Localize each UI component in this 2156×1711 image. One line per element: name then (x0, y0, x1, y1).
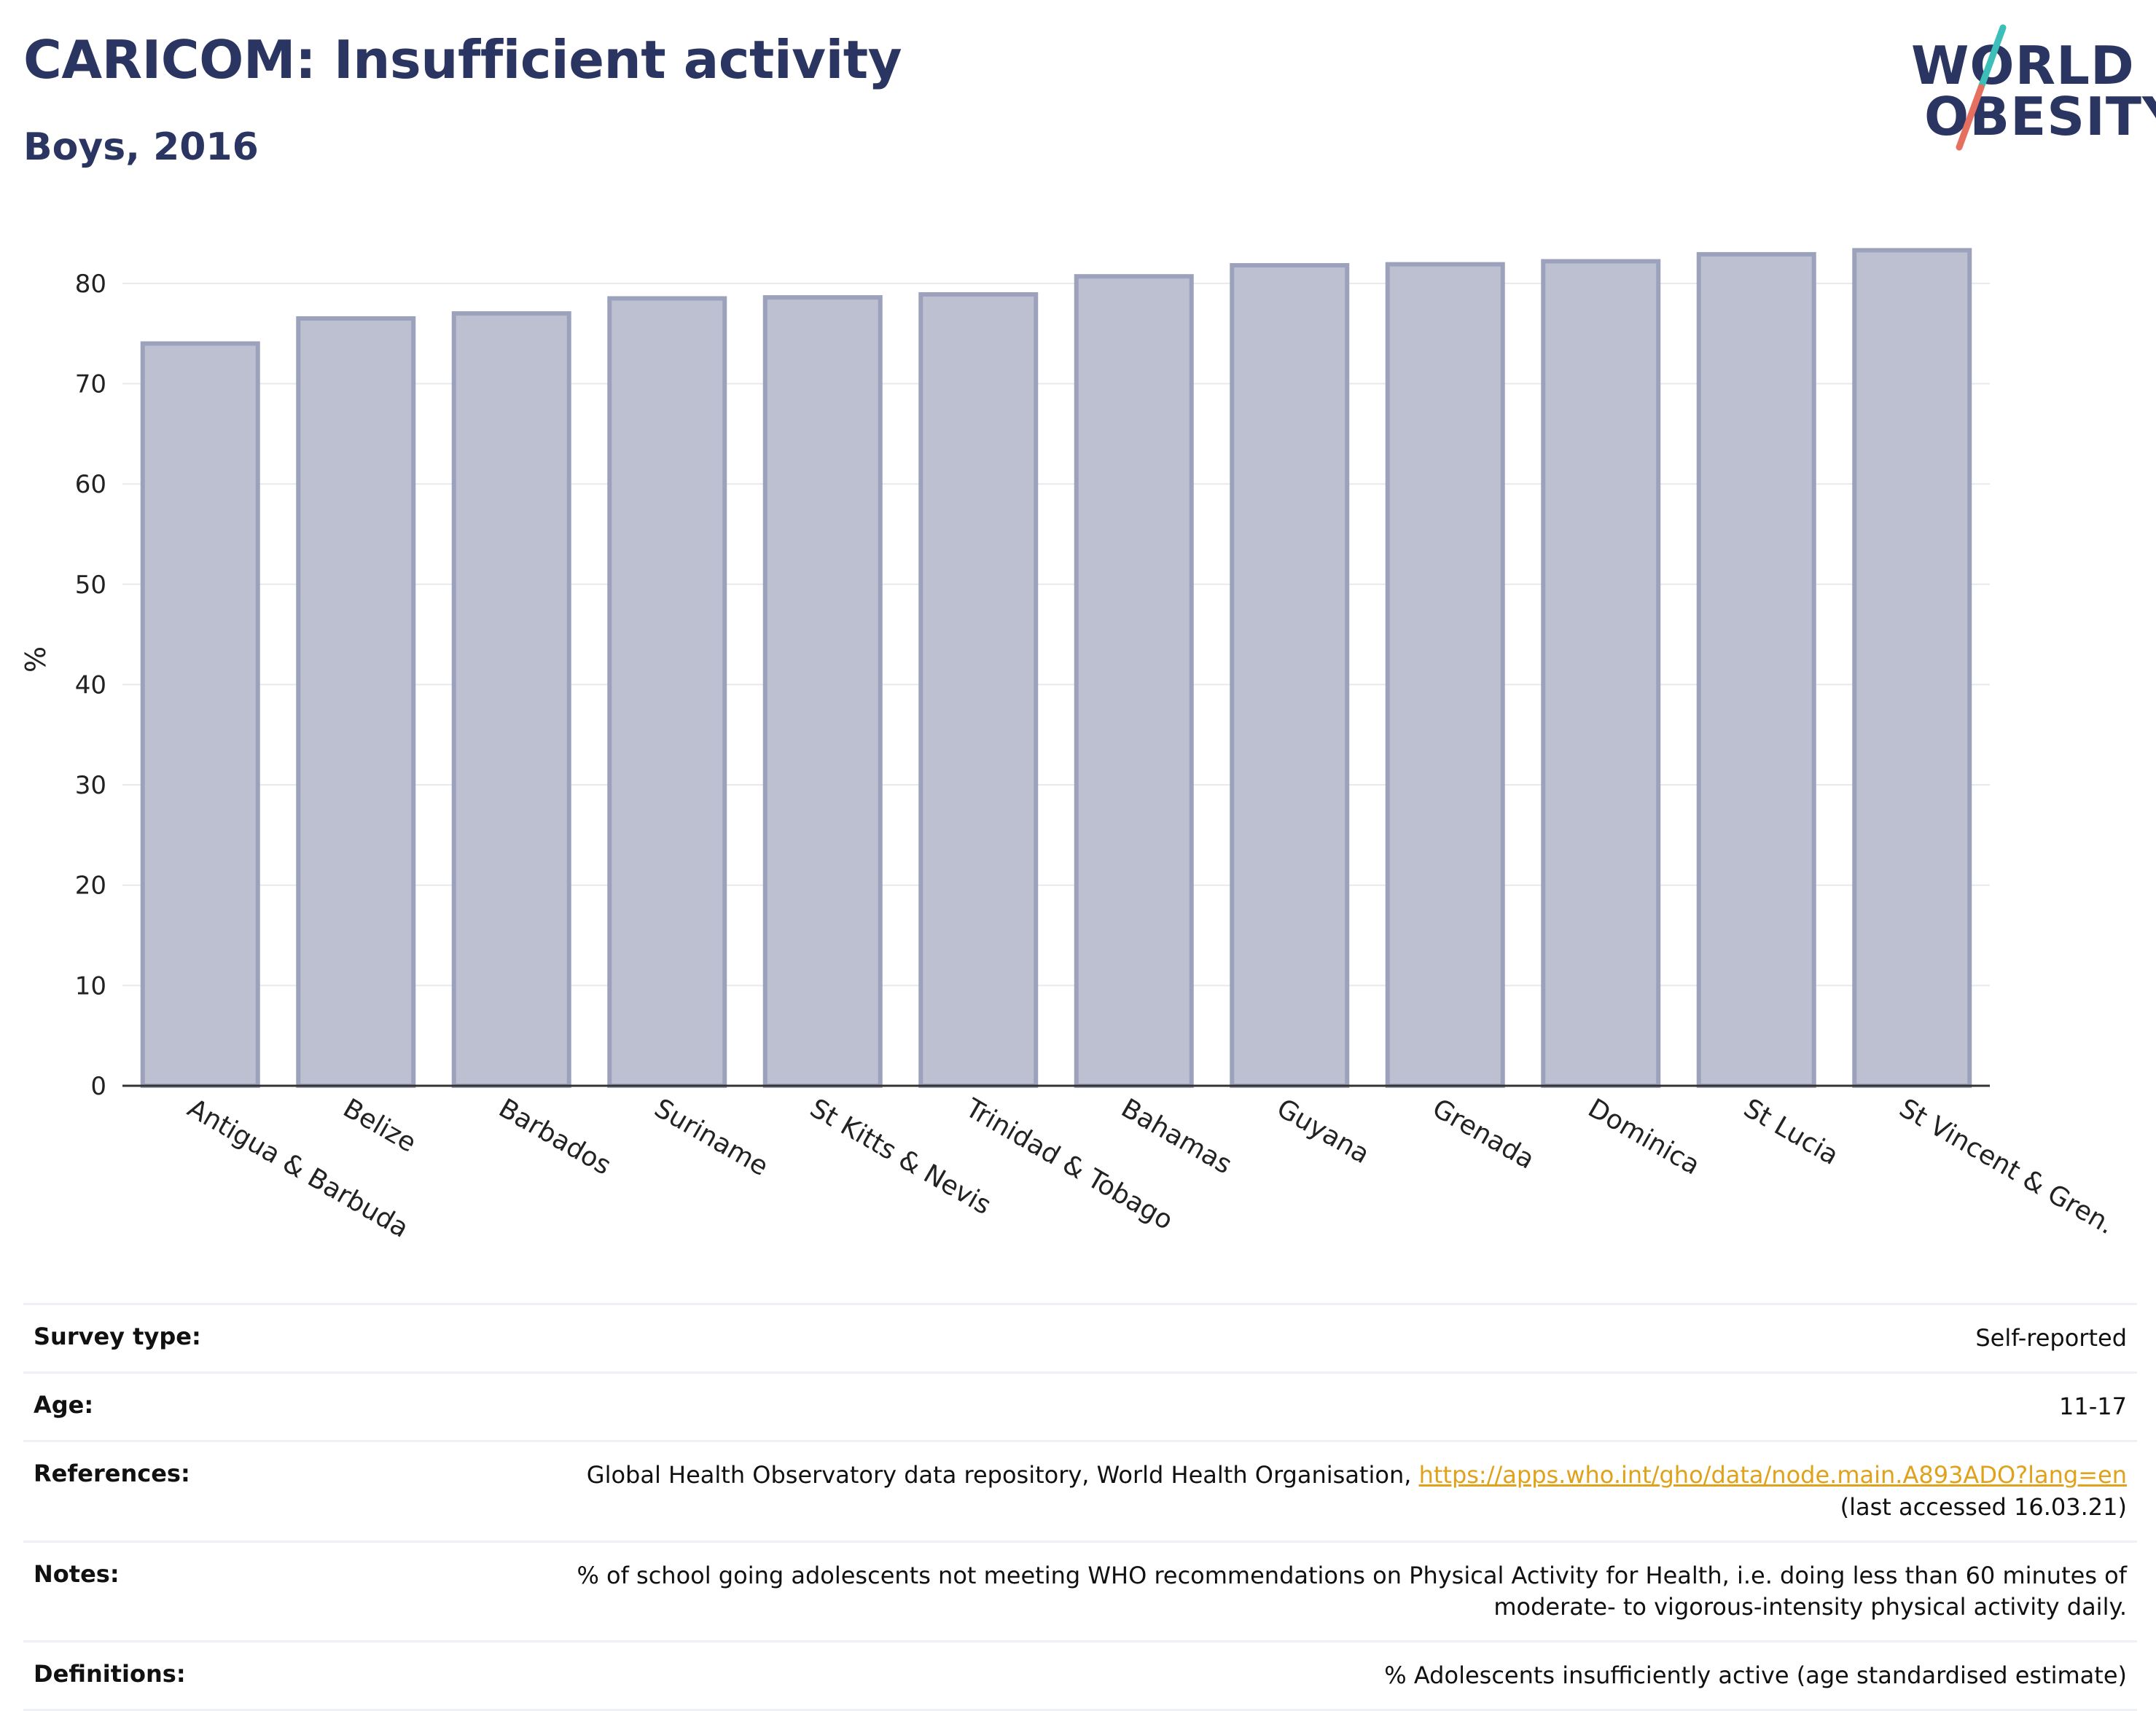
definitions-label: Definitions: (34, 1660, 186, 1688)
notes-value: % of school going adolescents not meetin… (577, 1560, 2127, 1623)
bar (918, 291, 1039, 1088)
x-tick-label: Suriname (649, 1093, 773, 1182)
x-tick-label: Dominica (1583, 1093, 1705, 1181)
survey-type-value: Self-reported (1975, 1324, 2127, 1352)
y-tick-label: 70 (75, 369, 106, 399)
bar (1074, 274, 1194, 1088)
y-tick-label: 30 (75, 771, 106, 800)
notes-line-2: moderate- to vigorous-intensity physical… (1493, 1592, 2127, 1621)
references-label: References: (34, 1460, 190, 1488)
y-tick-label: 20 (75, 872, 106, 901)
bar (762, 295, 883, 1088)
references-link[interactable]: https://apps.who.int/gho/data/node.main.… (1418, 1461, 2127, 1489)
bar (1852, 248, 1972, 1088)
bar (1696, 251, 1816, 1088)
x-tick-label: Barbados (493, 1093, 616, 1181)
x-tick-label: St Lucia (1738, 1093, 1843, 1171)
bar (1541, 259, 1661, 1089)
page-title: CARICOM: Insufficient activity (23, 29, 902, 90)
references-text: Global Health Observatory data repositor… (586, 1461, 1419, 1489)
survey-type-label: Survey type: (34, 1323, 201, 1350)
bar (451, 311, 571, 1088)
y-tick-label: 60 (75, 470, 106, 499)
x-tick-label: St Vincent & Gren. (1894, 1093, 2120, 1240)
bar (140, 341, 260, 1089)
age-value: 11-17 (2059, 1393, 2127, 1421)
world-obesity-logo: WORLD OBESITY (1895, 22, 2156, 160)
x-tick-label: Belize (338, 1093, 421, 1158)
meta-row-age: Age: 11-17 (23, 1371, 2137, 1440)
x-tick-label: Bahamas (1116, 1093, 1237, 1180)
meta-row-survey-type: Survey type: Self-reported (23, 1303, 2137, 1371)
logo-slash-icon (1956, 24, 2007, 151)
definitions-value: % Adolescents insufficiently active (age… (1384, 1661, 2127, 1690)
y-tick-label: 10 (75, 971, 106, 1001)
page-subtitle: Boys, 2016 (23, 125, 259, 169)
notes-label: Notes: (34, 1559, 120, 1588)
bar (296, 316, 416, 1088)
bar (1230, 263, 1350, 1088)
references-suffix: (last accessed 16.03.21) (1840, 1492, 2127, 1521)
x-tick-label: Grenada (1427, 1093, 1539, 1175)
bar (1385, 262, 1505, 1089)
y-tick-label: 50 (75, 571, 106, 600)
age-label: Age: (34, 1391, 94, 1420)
y-tick-label: 40 (75, 670, 106, 700)
y-axis-label: % (20, 646, 52, 673)
y-tick-label: 80 (75, 270, 106, 299)
notes-line-1: % of school going adolescents not meetin… (577, 1561, 2127, 1589)
references-value: Global Health Observatory data repositor… (587, 1460, 2127, 1522)
y-tick-label: 0 (90, 1072, 106, 1101)
x-tick-label: Guyana (1272, 1093, 1375, 1170)
meta-row-references: References: Global Health Observatory da… (23, 1440, 2137, 1540)
meta-row-definitions: Definitions: % Adolescents insufficientl… (23, 1640, 2137, 1711)
logo-line-1: WORLD (1911, 35, 2135, 96)
metadata-table: Survey type: Self-reported Age: 11-17 Re… (23, 1303, 2137, 1711)
meta-row-notes: Notes: % of school going adolescents not… (23, 1540, 2137, 1640)
bar (607, 296, 727, 1089)
